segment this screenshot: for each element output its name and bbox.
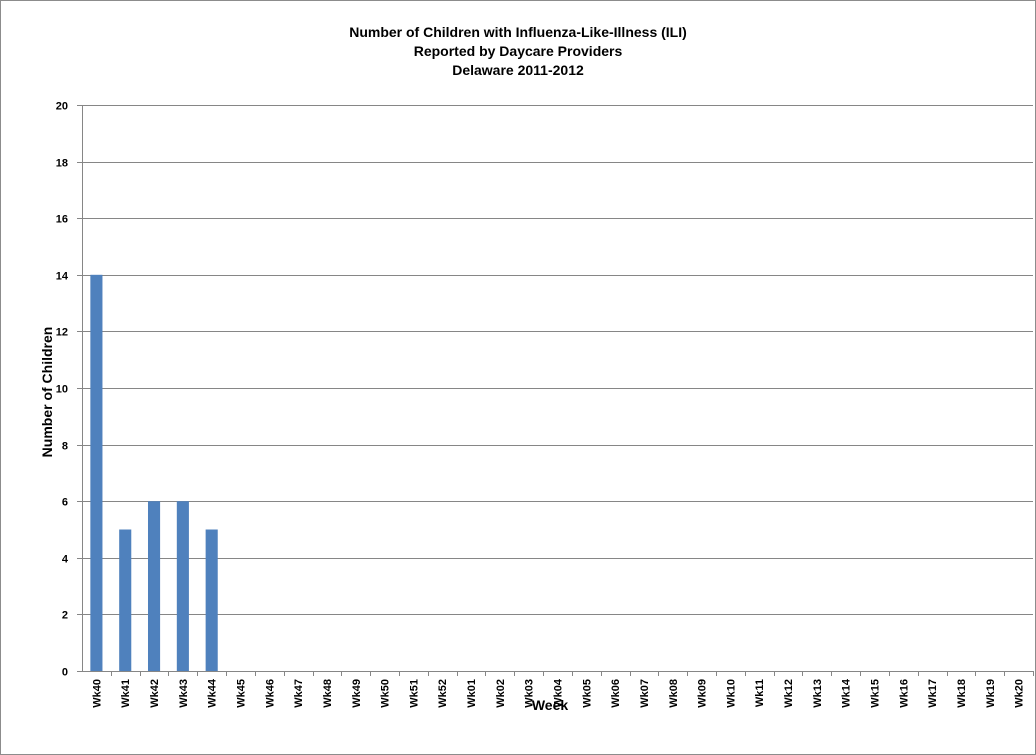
x-tick-label: Wk43: [178, 679, 190, 708]
x-tick-label: Wk52: [437, 679, 449, 708]
chart-title-line-2: Reported by Daycare Providers: [413, 43, 623, 59]
gridlines: [82, 105, 1033, 615]
x-tick-label: Wk12: [783, 679, 795, 708]
bar-wk41: [119, 529, 132, 671]
y-tick-label: 16: [56, 214, 68, 226]
x-tick-label: Wk51: [408, 679, 420, 708]
x-tick-label: Wk45: [236, 679, 248, 708]
y-tick-label: 4: [62, 554, 69, 566]
y-tick-labels: 0 2 4 6 8 10 12 14 16 18 20: [56, 101, 69, 679]
y-tick-label: 14: [56, 271, 69, 283]
y-tick-label: 2: [62, 610, 68, 622]
chart-title-line-1: Number of Children with Influenza-Like-I…: [349, 24, 687, 40]
x-tick-labels: Wk40 Wk41 Wk42 Wk43 Wk44 Wk45 Wk46 Wk47 Wk48 Wk49…: [91, 678, 1025, 708]
x-tick-label: Wk46: [264, 679, 276, 708]
bar-wk43: [176, 501, 189, 671]
axes: [77, 105, 1034, 676]
y-tick-label: 8: [62, 441, 68, 453]
x-tick-label: Wk48: [322, 679, 334, 708]
x-tick-label: Wk03: [524, 679, 536, 708]
x-tick-label: Wk18: [956, 679, 968, 708]
bars: [90, 274, 218, 671]
x-tick-label: Wk05: [581, 679, 593, 708]
y-tick-label: 10: [56, 384, 68, 396]
bar-wk40: [90, 274, 103, 671]
x-tick-label: Wk04: [553, 678, 565, 708]
x-tick-label: Wk14: [841, 678, 853, 708]
x-tick-label: Wk40: [91, 679, 103, 708]
x-tick-label: Wk13: [812, 679, 824, 708]
x-tick-label: Wk08: [668, 679, 680, 708]
x-tick-label: Wk15: [870, 679, 882, 708]
x-tick-label: Wk07: [639, 679, 651, 708]
x-tick-label: Wk19: [985, 679, 997, 708]
bar-wk44: [205, 529, 218, 671]
x-tick-label: Wk10: [725, 679, 737, 708]
chart-title-line-3: Delaware 2011-2012: [452, 62, 584, 78]
y-tick-label: 12: [56, 327, 68, 339]
x-tick-label: Wk41: [120, 679, 132, 708]
x-tick-label: Wk42: [149, 679, 161, 708]
y-tick-label: 6: [62, 497, 68, 509]
x-axis-label: Week: [531, 697, 569, 713]
x-tick-label: Wk50: [380, 679, 392, 708]
x-tick-label: Wk44: [207, 678, 219, 708]
x-tick-label: Wk47: [293, 679, 305, 708]
x-tick-label: Wk49: [351, 679, 363, 708]
y-tick-label: 20: [56, 101, 68, 113]
x-tick-label: Wk02: [495, 679, 507, 708]
x-tick-label: Wk09: [697, 679, 709, 708]
bar-wk42: [147, 501, 161, 671]
x-tick-label: Wk11: [754, 679, 766, 707]
x-tick-label: Wk06: [610, 679, 622, 708]
x-tick-label: Wk01: [466, 679, 478, 708]
x-tick-label: Wk20: [1014, 679, 1026, 708]
y-tick-label: 18: [56, 158, 68, 170]
x-tick-label: Wk16: [898, 679, 910, 708]
y-tick-label: 0: [62, 667, 68, 679]
x-tick-label: Wk17: [927, 679, 939, 708]
